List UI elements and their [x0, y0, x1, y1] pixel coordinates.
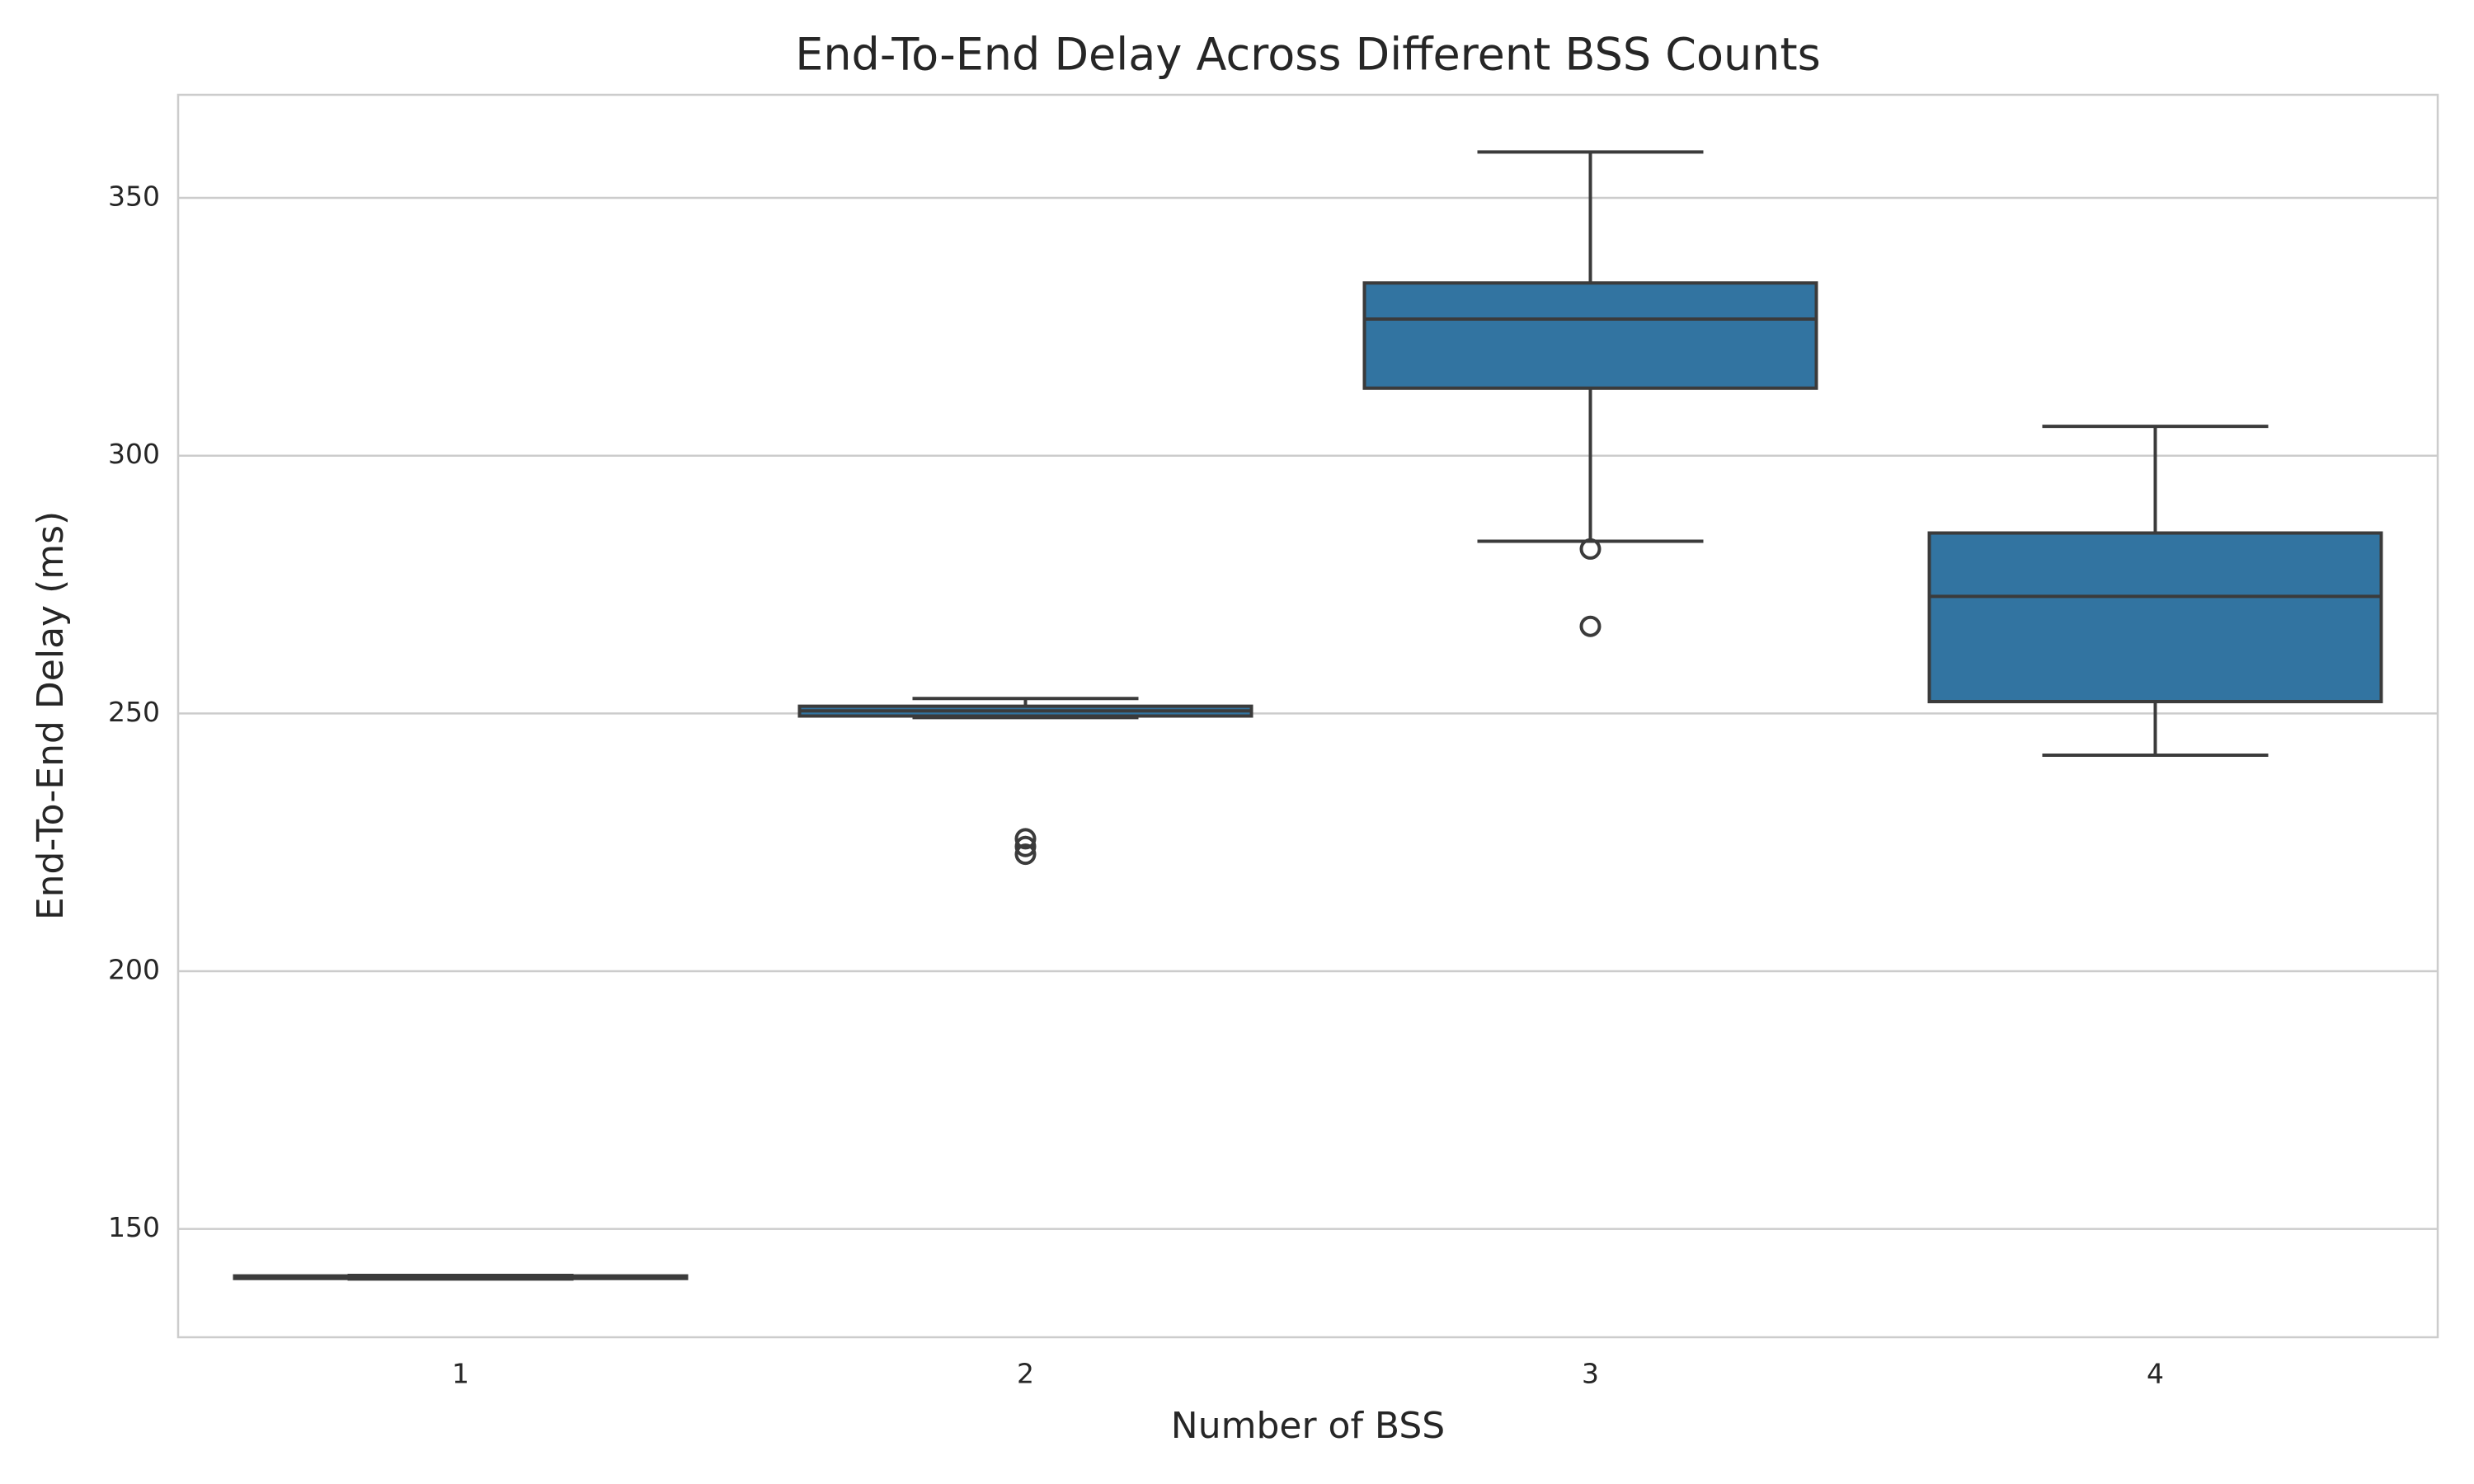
chart-title: End-To-End Delay Across Different BSS Co…	[795, 29, 1821, 81]
outlier	[1014, 835, 1037, 857]
outlier	[1579, 615, 1602, 637]
y-axis-label: End-To-End Delay (ms)	[30, 511, 72, 920]
box	[1362, 281, 1818, 390]
y-tick-label: 350	[108, 181, 160, 213]
y-tick-label: 250	[108, 696, 160, 728]
outlier	[1014, 828, 1037, 850]
x-tick-label: 2	[1017, 1358, 1034, 1390]
outlier	[1014, 843, 1037, 866]
x-axis-label: Number of BSS	[1171, 1405, 1445, 1447]
y-tick-label: 200	[108, 954, 160, 986]
plot-area	[176, 93, 2439, 1339]
box	[1927, 531, 2383, 703]
y-tick-label: 300	[108, 438, 160, 470]
x-tick-label: 1	[452, 1358, 469, 1390]
x-tick-label: 3	[1582, 1358, 1599, 1390]
x-tick-label: 4	[2147, 1358, 2164, 1390]
outlier	[1579, 538, 1602, 560]
y-tick-label: 150	[108, 1211, 160, 1243]
